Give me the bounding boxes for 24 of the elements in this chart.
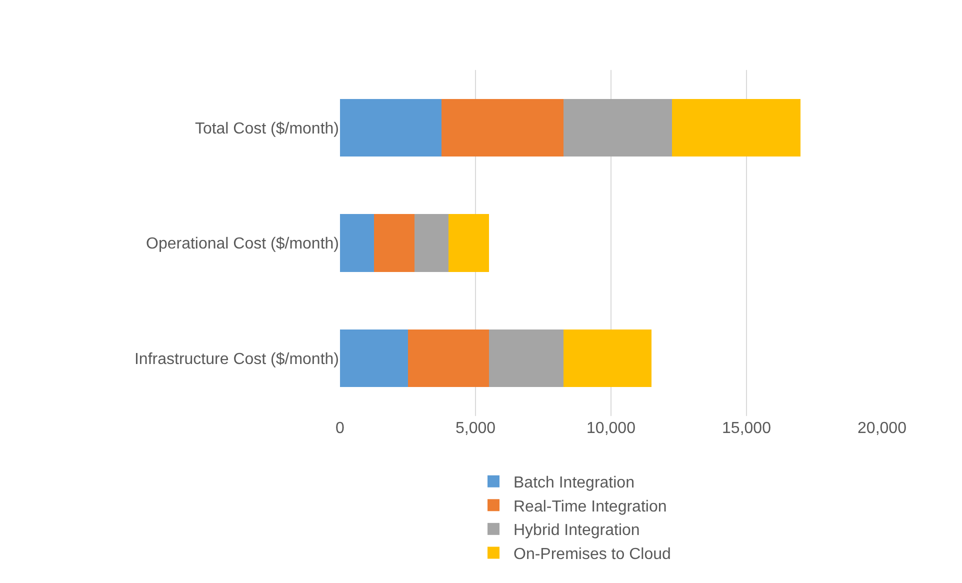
- bar: [408, 330, 490, 388]
- x-tick-label: 5,000: [455, 420, 496, 437]
- bar: [564, 330, 652, 388]
- legend-label: Batch Integration: [514, 474, 634, 492]
- x-tick-label: 15,000: [722, 420, 772, 437]
- x-tick-label: 0: [336, 420, 345, 437]
- bar: [564, 98, 672, 156]
- y-tick-label: Total Cost ($/month): [194, 120, 339, 138]
- y-tick-label: Operational Cost ($/month): [146, 236, 339, 253]
- x-tick-label: 20,000: [858, 420, 907, 437]
- bar: [442, 98, 564, 156]
- legend-label: Hybrid Integration: [514, 522, 640, 540]
- bar: [340, 98, 442, 156]
- bar: [340, 214, 374, 272]
- bar: [340, 330, 408, 388]
- bar: [672, 98, 801, 156]
- x-tick-label: 10,000: [586, 420, 636, 437]
- bar: [374, 214, 415, 272]
- legend-label: On-Premises to Cloud: [514, 546, 671, 563]
- bar: [414, 214, 448, 272]
- legend-label: Real-Time Integration: [514, 498, 667, 516]
- bar: [448, 214, 490, 272]
- bar: [489, 330, 564, 388]
- y-tick-label: Infrastructure Cost ($/month): [134, 350, 339, 368]
